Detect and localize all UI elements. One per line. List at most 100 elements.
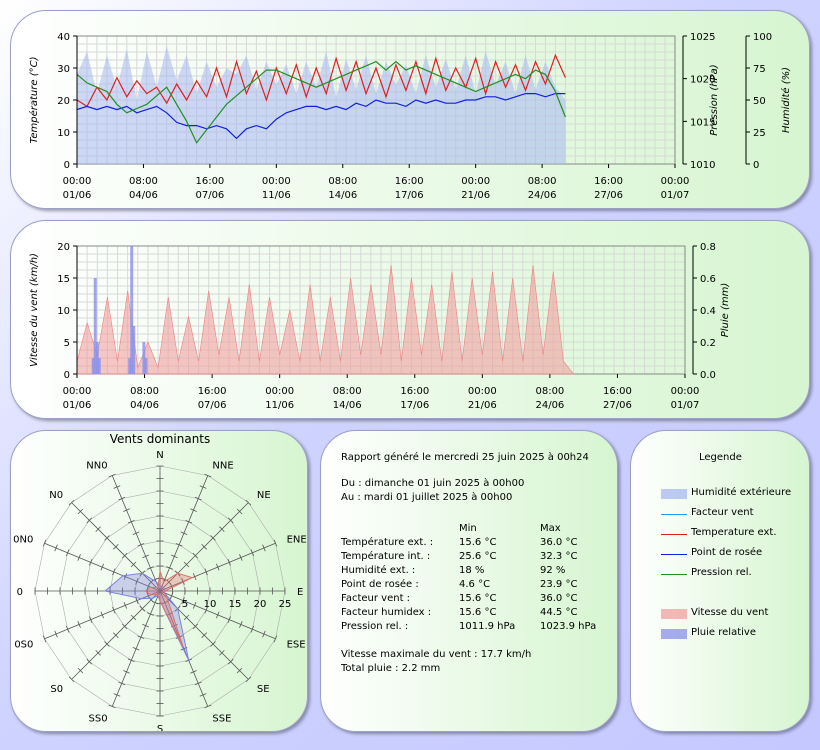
wind-rose-tick — [68, 676, 75, 683]
wind-rose-tick — [77, 621, 81, 628]
wind-rose-tick — [121, 552, 128, 559]
wind-rose-tick — [135, 578, 139, 585]
wind-rose-tick — [135, 597, 139, 604]
wind-rose-rain-polygon — [103, 572, 190, 661]
wind-left-axis-label: Vitesse du vent (km/h) — [29, 253, 40, 367]
temp-left-tick-label: 30 — [57, 64, 70, 75]
wind-rose-tick — [89, 558, 93, 566]
wind-x-tick-time: 08:00 — [535, 386, 564, 397]
report-stat-label: Pression rel. : — [341, 621, 409, 632]
wind-rose-direction-label: S0 — [50, 684, 63, 695]
report-stat-min: 1011.9 hPa — [459, 621, 516, 632]
wind-rose-tick — [132, 531, 140, 535]
temp-x-tick-date: 14/06 — [328, 190, 357, 201]
rain-tick-label: 0.0 — [700, 370, 716, 381]
wind-rose-tick — [262, 544, 266, 552]
humidity-tick-label: 0 — [753, 160, 759, 171]
wind-rose-tick — [199, 485, 207, 489]
wind-rose-tick — [42, 635, 47, 643]
legend-item-label: Humidité extérieure — [691, 487, 792, 498]
wind-rose-tick — [239, 621, 243, 628]
wind-rose-tick — [142, 623, 150, 628]
wind-x-tick-time: 16:00 — [603, 386, 632, 397]
wind-rose-direction-label: 0S0 — [14, 639, 33, 650]
wind-rose-direction-label: ESE — [287, 639, 306, 650]
rain-tick-label: 0.4 — [700, 306, 716, 317]
wind-x-tick-date: 21/06 — [468, 400, 497, 411]
wind-rose-tick — [77, 554, 81, 561]
temp-x-tick-time: 08:00 — [129, 176, 158, 187]
temp-x-tick-time: 16:00 — [195, 176, 224, 187]
wind-rose-tick — [245, 499, 252, 506]
wind-rose-direction-label: SSE — [212, 714, 231, 725]
temp-left-axis-label: Température (°C) — [28, 57, 40, 144]
wind-rose-tick — [210, 535, 216, 541]
wind-x-tick-date: 11/06 — [265, 400, 294, 411]
legend-swatch — [661, 574, 687, 575]
wind-rose-tick — [236, 508, 243, 515]
wind-x-tick-date: 04/06 — [130, 400, 159, 411]
wind-rose-panel: Vents dominants N NNE NE ENE E ESE SE SSE S SS0 S0 0… — [10, 430, 308, 732]
wind-rose-tick — [42, 539, 47, 547]
wind-rose-tick — [181, 597, 185, 604]
wind-x-tick-date: 24/06 — [535, 400, 564, 411]
report-total-rain: Total pluie : 2.2 mm — [341, 663, 441, 674]
wind-speed-area — [76, 265, 575, 375]
pressure-line — [76, 60, 566, 144]
wind-x-tick-time: 00:00 — [671, 386, 700, 397]
wind-rose-tick — [250, 625, 255, 633]
wind-x-tick-date: 27/06 — [603, 400, 632, 411]
wind-rose-tick — [175, 543, 183, 547]
temp-x-tick-date: 11/06 — [262, 190, 291, 201]
wind-left-tick-label: 0 — [64, 370, 70, 381]
wind-rose-tick — [108, 473, 116, 478]
wind-rose-tick — [65, 625, 70, 633]
humidity-tick-label: 25 — [753, 128, 766, 139]
report-stat-max: 1023.9 hPa — [540, 621, 597, 632]
wind-rose-tick — [227, 616, 231, 624]
report-col-max: Max — [540, 523, 561, 534]
wind-rose-direction-label: NNE — [212, 460, 233, 471]
wind-rose-tick — [65, 549, 70, 557]
wind-x-tick-time: 00:00 — [468, 386, 497, 397]
temp-left-tick-label: 40 — [57, 32, 70, 43]
report-stat-label: Point de rosée : — [341, 579, 419, 590]
wind-rose-tick — [181, 578, 185, 585]
wind-rose-tick — [190, 670, 197, 674]
report-from: Du : dimanche 01 juin 2025 à 00h00 — [341, 478, 525, 489]
legend-item-label: Vitesse du vent — [691, 607, 769, 618]
wind-rose-tick — [113, 632, 119, 638]
legend-swatch — [661, 489, 687, 499]
wind-rose-direction-label: 0 — [17, 587, 23, 598]
wind-rose-tick — [89, 616, 93, 624]
wind-rose-tick — [68, 499, 75, 506]
wind-rose-tick — [123, 508, 130, 512]
wind-rose-tick — [127, 658, 135, 662]
report-stat-label: Humidité ext. : — [341, 565, 416, 576]
report-stat-label: Facteur vent : — [341, 593, 411, 604]
wind-x-tick-time: 08:00 — [130, 386, 159, 397]
wind-rose-tick — [175, 635, 183, 639]
wind-rose-tick — [130, 561, 137, 568]
wind-left-tick-label: 10 — [57, 306, 70, 317]
wind-rose-tick — [170, 554, 178, 559]
wind-rose-chart: Vents dominants N NNE NE ENE E ESE SE SSE S SS0 S0 0… — [13, 432, 307, 731]
wind-rose-tick — [54, 630, 58, 638]
wind-rose-tick — [250, 549, 255, 557]
report-stat-max: 36.0 °C — [540, 593, 578, 604]
wind-rose-tick — [137, 635, 145, 639]
temp-x-tick-date: 07/06 — [195, 190, 224, 201]
report-stat-max: 36.0 °C — [540, 537, 578, 548]
report-stat-label: Température ext. : — [341, 537, 434, 548]
report-stat-max: 23.9 °C — [540, 579, 578, 590]
wind-rose-tick — [130, 614, 137, 621]
wind-rose-tick — [262, 630, 266, 638]
temp-x-tick-date: 21/06 — [461, 190, 490, 201]
rain-bar — [132, 326, 136, 374]
wind-x-tick-date: 17/06 — [400, 400, 429, 411]
wind-rose-tick — [236, 667, 243, 674]
temp-x-tick-time: 00:00 — [661, 176, 690, 187]
wind-rose-direction-label: NN0 — [86, 460, 107, 471]
wind-rose-tick — [127, 520, 135, 524]
report-stat-max: 44.5 °C — [540, 607, 578, 618]
